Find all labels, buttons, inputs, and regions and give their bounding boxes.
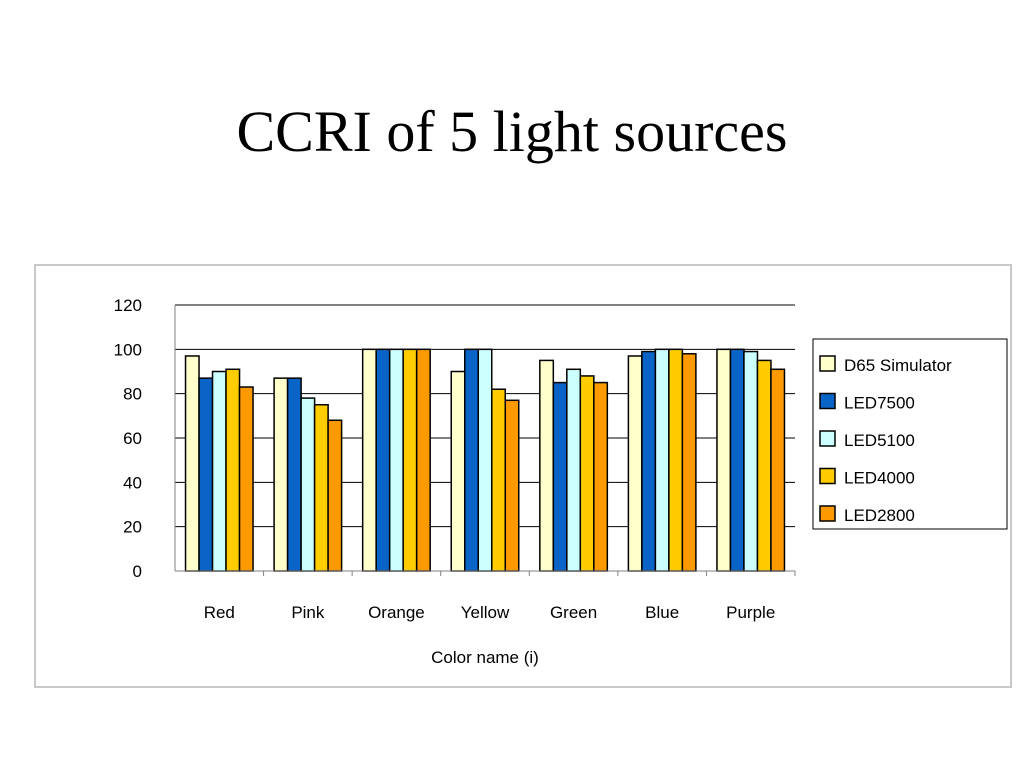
x-tick-label: Yellow — [461, 603, 510, 622]
legend-box — [812, 338, 1008, 530]
y-tick-label: 20 — [123, 518, 142, 537]
bar-led4000-orange — [402, 348, 418, 572]
bar-led7500-purple — [729, 348, 745, 572]
y-tick-label: 40 — [123, 473, 142, 492]
bar-led4000-blue — [668, 348, 684, 572]
y-tick-label: 100 — [114, 340, 142, 359]
bar-led2800-purple — [770, 368, 786, 572]
y-tick-label: 80 — [123, 385, 142, 404]
bar-d65-simulator-purple — [716, 348, 732, 572]
x-axis-title: Color name (i) — [431, 648, 539, 667]
legend-label: LED5100 — [844, 431, 915, 450]
legend-swatch — [819, 355, 836, 372]
bar-led5100-pink — [300, 397, 316, 572]
bar-led4000-red — [225, 368, 241, 572]
bar-led2800-green — [593, 381, 609, 572]
legend-swatch — [819, 505, 836, 522]
bar-led4000-pink — [313, 404, 329, 572]
legend-label: LED2800 — [844, 506, 915, 525]
bar-led5100-blue — [654, 348, 670, 572]
bar-d65-simulator-blue — [627, 355, 643, 572]
y-tick-label: 120 — [114, 296, 142, 315]
legend-label: LED4000 — [844, 469, 915, 488]
bar-led5100-red — [211, 370, 227, 572]
bar-led4000-green — [579, 375, 595, 572]
x-tick-label: Red — [204, 603, 235, 622]
bar-led4000-yellow — [491, 388, 506, 572]
slide-title: CCRI of 5 light sources — [236, 99, 788, 164]
bar-led7500-green — [552, 381, 568, 572]
y-tick-label: 60 — [123, 429, 142, 448]
bar-led4000-purple — [756, 359, 772, 572]
bars — [184, 348, 786, 572]
x-tick-label: Pink — [291, 603, 325, 622]
bar-d65-simulator-pink — [273, 377, 289, 572]
axes — [174, 305, 796, 576]
bar-led5100-orange — [388, 348, 404, 572]
bar-led2800-yellow — [504, 399, 520, 572]
legend-label: D65 Simulator — [844, 356, 952, 375]
legend-swatch — [819, 467, 836, 485]
bar-led2800-orange — [415, 348, 431, 572]
bar-led2800-pink — [327, 419, 343, 572]
bar-led7500-orange — [375, 348, 391, 572]
y-tick-label: 0 — [133, 562, 142, 581]
bar-led7500-blue — [641, 350, 657, 572]
bar-chart: 0 20 40 60 80 100 120 Red Pink Orange Yellow Green B… — [114, 296, 1008, 667]
x-tick-label: Green — [550, 603, 597, 622]
bar-d65-simulator-orange — [361, 348, 377, 572]
bar-d65-simulator-yellow — [450, 370, 466, 572]
legend-swatch — [819, 430, 836, 447]
x-tick-label: Blue — [645, 603, 679, 622]
axis-labels: 0 20 40 60 80 100 120 Red Pink Orange Yellow Green B… — [114, 296, 776, 622]
bar-d65-simulator-red — [184, 355, 200, 572]
legend: D65 Simulator LED7500 LED5100 LED4000 LED280… — [812, 338, 1008, 530]
bar-led7500-red — [198, 377, 214, 572]
legend-label: LED7500 — [844, 394, 915, 413]
bar-led5100-green — [566, 368, 582, 572]
bar-led2800-blue — [681, 353, 697, 572]
bar-led2800-red — [238, 386, 254, 572]
x-tick-label: Purple — [726, 603, 775, 622]
bar-d65-simulator-green — [539, 359, 555, 572]
bar-led7500-pink — [286, 377, 302, 572]
bar-led5100-yellow — [477, 348, 493, 572]
chart-frame: 0 20 40 60 80 100 120 Red Pink Orange Yellow Green B… — [34, 264, 1012, 688]
x-tick-label: Orange — [368, 603, 425, 622]
bar-led7500-yellow — [464, 348, 479, 572]
bar-led5100-purple — [743, 350, 759, 572]
legend-swatch — [819, 392, 836, 410]
